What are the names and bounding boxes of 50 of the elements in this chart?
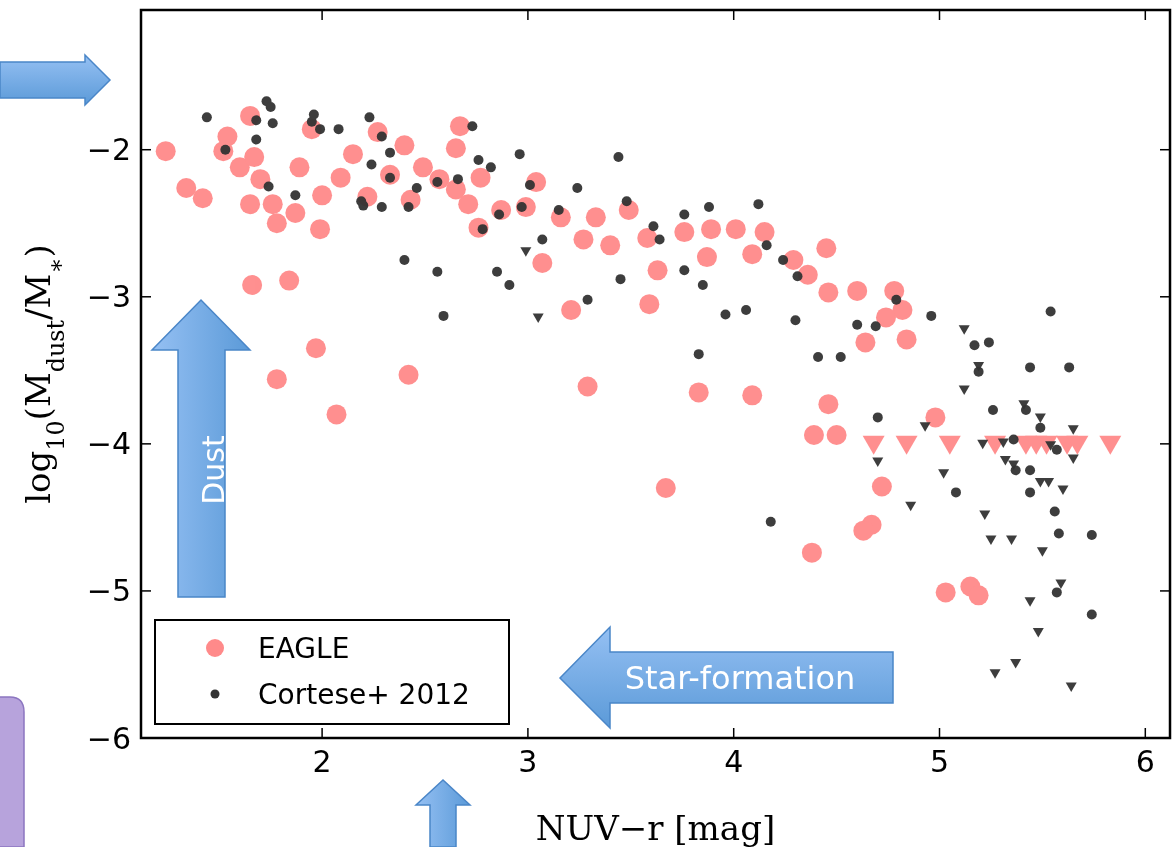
point	[1099, 435, 1122, 455]
point	[919, 422, 931, 432]
point	[989, 669, 1001, 679]
y-tick-label: −2	[86, 132, 131, 168]
point	[862, 435, 885, 455]
point	[895, 435, 918, 455]
x-axis-title: NUV−r [mag]	[535, 808, 776, 847]
y-tick-label: −3	[86, 279, 131, 315]
point	[1067, 454, 1079, 465]
y-tick-label: −4	[86, 426, 131, 462]
point	[1055, 579, 1067, 590]
point	[973, 361, 985, 372]
x-tick-label: 2	[312, 744, 332, 779]
point	[1032, 628, 1044, 638]
point	[1008, 460, 1020, 470]
point	[938, 469, 950, 479]
point	[985, 535, 997, 545]
point	[872, 457, 884, 468]
point	[1034, 413, 1046, 423]
point	[999, 456, 1011, 466]
point	[520, 247, 532, 257]
point	[532, 313, 544, 323]
point	[905, 501, 917, 512]
annotation: Star-formation	[624, 659, 856, 698]
point	[1043, 478, 1055, 488]
x-tick-label: 5	[929, 744, 950, 779]
x-tick-label: 4	[724, 744, 744, 779]
point	[1065, 682, 1077, 693]
point	[1066, 435, 1089, 455]
point	[997, 438, 1009, 448]
point	[977, 439, 989, 450]
y-tick-label: −5	[86, 573, 131, 609]
x-tick-label: 3	[518, 744, 538, 779]
point	[958, 385, 970, 395]
legend-label: Cortese+ 2012	[258, 677, 470, 711]
point	[1034, 478, 1046, 488]
y-tick-label: −6	[86, 720, 131, 756]
point	[958, 325, 970, 335]
point	[1006, 535, 1018, 545]
point	[979, 510, 991, 520]
point	[1024, 597, 1036, 607]
point	[1067, 425, 1079, 435]
point	[1036, 547, 1048, 557]
point	[938, 435, 961, 455]
annotation: Dust	[195, 435, 231, 505]
point	[1018, 400, 1030, 410]
point	[1057, 485, 1069, 495]
x-tick-label: 6	[1135, 744, 1155, 779]
legend-label: EAGLE	[258, 631, 350, 665]
point	[1010, 658, 1022, 669]
